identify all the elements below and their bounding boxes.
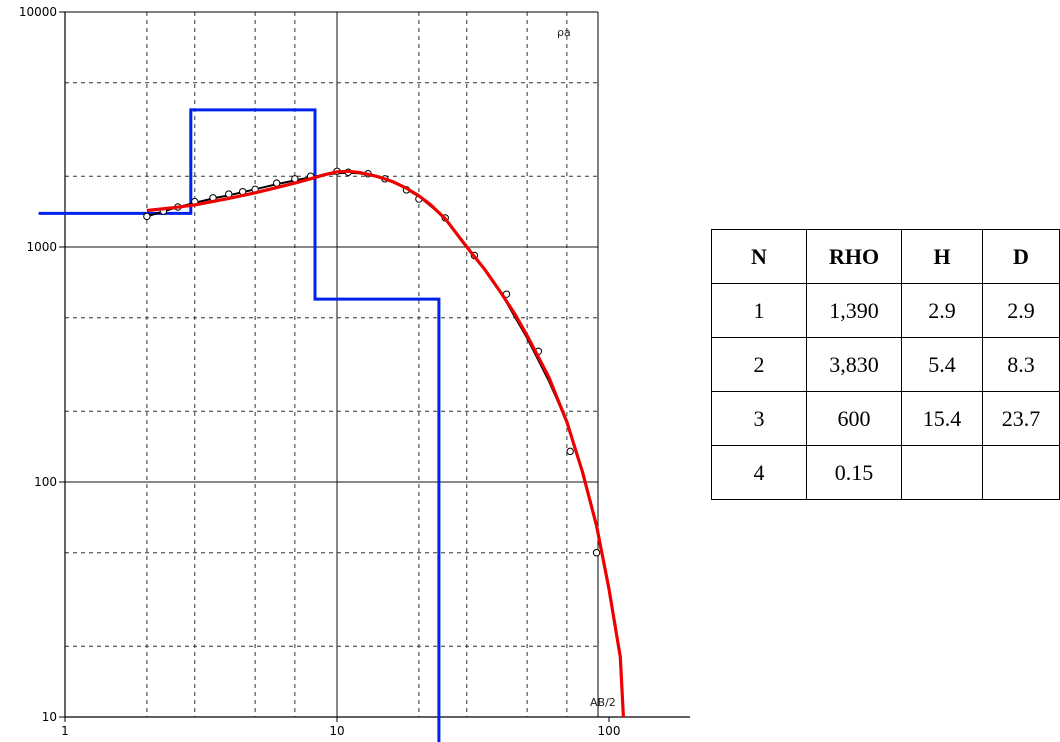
cell-rho: 0.15 [806,445,902,500]
x-axis-label: AB/2 [590,696,616,709]
header-rho: RHO [806,229,902,284]
cell-n: 4 [711,445,807,500]
y-tick-label: 1000 [26,240,57,254]
cell-rho: 600 [806,391,902,446]
x-tick-label: 10 [329,724,344,738]
cell-n: 3 [711,391,807,446]
plot-frame [64,11,690,718]
table-row: 1 1,390 2.9 2.9 [711,283,1060,338]
cell-d: 2.9 [982,283,1060,338]
table-header-row: N RHO H D [711,229,1060,284]
axis-ticks: 10 100 1000 10000 1 10 100 [19,5,621,738]
chart-marks [38,108,625,742]
y-axis-label: ρa [557,26,571,39]
grid [65,12,598,717]
cell-h: 15.4 [901,391,983,446]
model-layer-line [38,108,441,742]
x-tick-label: 100 [598,724,621,738]
observed-point [143,212,151,221]
cell-h: 2.9 [901,283,983,338]
observed-point [592,549,601,557]
sounding-chart: 10 100 1000 10000 1 10 100 ρa AB/2 [18,5,690,742]
cell-h [901,445,983,500]
y-tick-label: 10000 [19,5,57,19]
y-tick-label: 10 [42,710,57,724]
table-row: 2 3,830 5.4 8.3 [711,337,1060,392]
header-h: H [901,229,983,284]
cell-n: 1 [711,283,807,338]
cell-rho: 3,830 [806,337,902,392]
header-n: N [711,229,807,284]
cell-h: 5.4 [901,337,983,392]
header-d: D [982,229,1060,284]
cell-d: 8.3 [982,337,1060,392]
observed-point [566,447,574,456]
fitted-curve [146,169,625,718]
cell-d [982,445,1060,500]
cell-n: 2 [711,337,807,392]
table-row: 3 600 15.4 23.7 [711,391,1060,446]
x-tick-label: 1 [61,724,69,738]
cell-rho: 1,390 [806,283,902,338]
observed-point [272,179,281,187]
observed-point [225,190,233,198]
table-row: 4 0.15 [711,445,1060,500]
y-tick-label: 100 [34,475,57,489]
cell-d: 23.7 [982,391,1060,446]
layer-table: N RHO H D 1 1,390 2.9 2.9 2 3,830 5.4 8.… [711,229,1060,500]
